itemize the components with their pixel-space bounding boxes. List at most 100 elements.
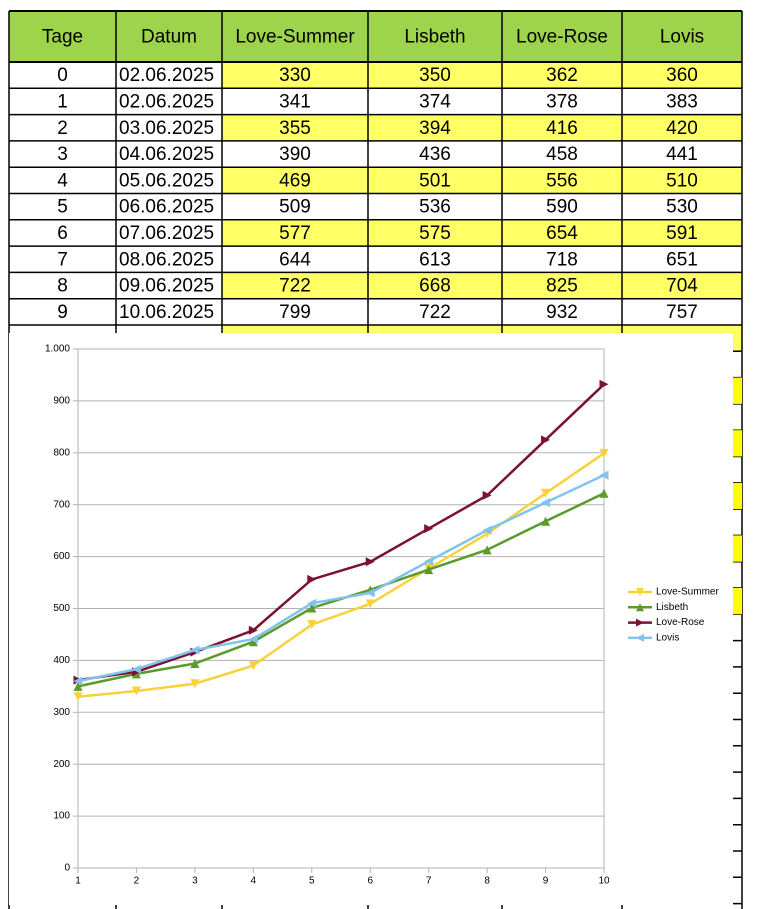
header-cell: Love-Summer (235, 27, 355, 48)
table-cell: 722 (279, 276, 311, 297)
marker (424, 565, 434, 575)
marker (541, 516, 551, 526)
table-cell: 704 (666, 276, 698, 297)
legend-label: Love-Summer (656, 587, 719, 598)
table-cell: 1 (57, 91, 68, 112)
table-cell: 330 (279, 65, 311, 86)
plot-frame (77, 348, 605, 869)
table-cell: 02.06.2025 (119, 65, 214, 86)
marker (248, 637, 258, 647)
table-cell: 0 (57, 65, 68, 86)
table-cell: 5 (57, 197, 68, 218)
x-tick-label: 1 (75, 876, 81, 887)
row-highlight (222, 62, 742, 89)
table-cell: 06.06.2025 (119, 197, 214, 218)
y-tick-label: 0 (64, 863, 70, 874)
marker (482, 490, 492, 500)
table-cell: 04.06.2025 (119, 144, 214, 165)
marker (599, 379, 609, 389)
y-tick-label: 1.000 (45, 344, 70, 355)
marker (248, 625, 258, 635)
table-cell: 378 (546, 91, 578, 112)
table-cell: 932 (546, 302, 578, 323)
marker (541, 498, 551, 508)
table-cell: 390 (279, 144, 311, 165)
legend-marker (636, 603, 644, 612)
marker (307, 620, 317, 630)
y-tick-label: 300 (53, 707, 70, 718)
row-highlight (733, 482, 742, 510)
marker (73, 681, 83, 691)
marker (248, 634, 258, 644)
row-highlight (733, 377, 742, 404)
table-cell: 9 (57, 302, 68, 323)
table-cell: 05.06.2025 (119, 170, 214, 191)
table-cell: 757 (666, 302, 698, 323)
header-cell: Love-Rose (516, 27, 608, 48)
y-tick-label: 400 (53, 655, 70, 666)
marker (190, 645, 200, 655)
table-cell: 7 (57, 249, 68, 270)
series-line (77, 473, 605, 683)
header-cell: Lisbeth (404, 27, 465, 48)
row-highlight (222, 272, 742, 299)
table-cell: 3 (57, 144, 68, 165)
table-cell: 394 (419, 118, 451, 139)
x-tick-label: 3 (192, 876, 198, 887)
table-cell: 799 (279, 302, 311, 323)
y-tick-label: 700 (53, 499, 70, 510)
table-cell: 10.06.2025 (119, 302, 214, 323)
marker (365, 599, 375, 609)
marker (482, 525, 492, 535)
marker (248, 661, 258, 671)
table-cell: 613 (419, 249, 451, 270)
table-cell: 02.06.2025 (119, 91, 214, 112)
row-highlight (222, 167, 742, 194)
marker (190, 679, 200, 689)
legend-label: Love-Rose (656, 617, 705, 628)
table-cell: 383 (666, 91, 698, 112)
table-cell: 458 (546, 144, 578, 165)
table-cell: 668 (419, 276, 451, 297)
table-cell: 591 (666, 223, 698, 244)
x-tick-label: 7 (426, 876, 432, 887)
header-cell: Tage (42, 27, 83, 48)
table-cell: 2 (57, 118, 68, 139)
series-line (77, 452, 605, 698)
x-tick-label: 4 (251, 876, 257, 887)
table-cell: 6 (57, 223, 68, 244)
table-cell: 420 (666, 118, 698, 139)
chart-area (9, 333, 733, 905)
marker (131, 664, 141, 674)
x-tick-label: 5 (309, 876, 315, 887)
table-cell: 590 (546, 197, 578, 218)
marker (424, 524, 434, 534)
table-cell: 501 (419, 170, 451, 191)
table-cell: 644 (279, 249, 311, 270)
marker (482, 545, 492, 555)
marker (365, 557, 375, 567)
y-tick-label: 900 (53, 396, 70, 407)
row-highlight (733, 430, 742, 457)
table-cell: 575 (419, 223, 451, 244)
marker (541, 435, 551, 445)
x-tick-label: 6 (367, 876, 373, 887)
y-tick-label: 800 (53, 447, 70, 458)
marker (599, 448, 609, 458)
table-cell: 536 (419, 197, 451, 218)
x-tick-label: 10 (598, 876, 610, 887)
marker (190, 659, 200, 669)
table-cell: 441 (666, 144, 698, 165)
y-tick-label: 200 (53, 759, 70, 770)
row-highlight (733, 535, 742, 562)
table-cell: 09.06.2025 (119, 276, 214, 297)
legend-marker (636, 633, 644, 642)
table-cell: 556 (546, 170, 578, 191)
table-cell: 530 (666, 197, 698, 218)
row-highlight (222, 219, 742, 247)
table-cell: 355 (279, 118, 311, 139)
marker (73, 676, 83, 686)
marker (131, 686, 141, 696)
table-cell: 350 (419, 65, 451, 86)
